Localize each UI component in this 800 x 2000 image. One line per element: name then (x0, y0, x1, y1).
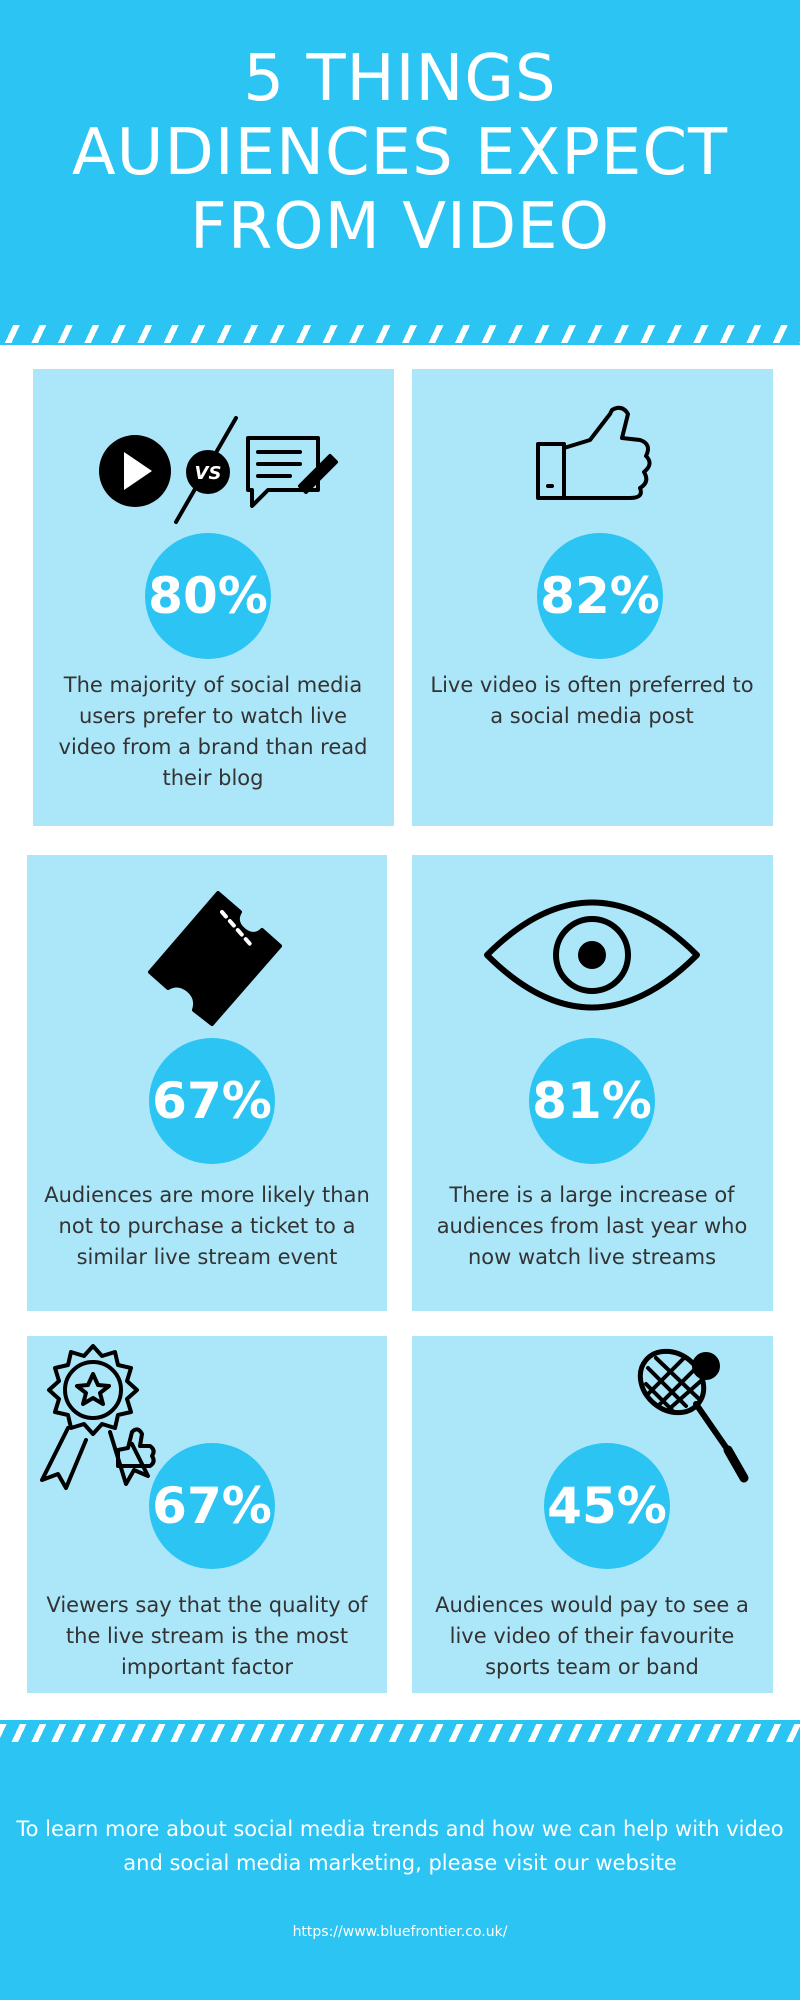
thumbs-up-icon (536, 405, 652, 500)
title-line: AUDIENCES EXPECT (71, 116, 729, 190)
tennis-racket-icon (637, 1348, 749, 1483)
eye-icon-part (578, 941, 606, 969)
video-vs-blog-icon-part (186, 450, 230, 494)
footer-band (0, 1720, 800, 2000)
footer-stripe (0, 1724, 800, 1742)
card-text: Audiences are more likely than not to pu… (44, 1183, 370, 1269)
title-line: FROM VIDEO (190, 190, 610, 264)
video-vs-blog-icon-part (246, 436, 320, 508)
award-badge-icon-part (116, 1427, 156, 1468)
eye-icon-part (553, 916, 631, 994)
card-text: There is a large increase of audiences f… (436, 1183, 748, 1269)
ticket-icon-part (220, 910, 252, 946)
card-text: Audiences would pay to see a live video … (435, 1593, 749, 1679)
vs-label: VS (195, 463, 222, 484)
video-vs-blog-icon-part (124, 452, 152, 490)
ticket-icon (148, 891, 282, 1026)
tennis-racket-icon-part (692, 1352, 720, 1380)
footer-text: To learn more about social media trends … (16, 1817, 784, 1875)
card-text: Viewers say that the quality of the live… (46, 1593, 368, 1679)
ticket-icon-part (148, 891, 282, 1026)
thumbs-up-icon-part (562, 405, 652, 500)
stat: 80% (145, 533, 271, 659)
tennis-racket-icon-part (723, 1445, 749, 1483)
header-stripe (0, 325, 800, 343)
thumbs-up-icon-part (536, 442, 566, 500)
card-text: Live video is often preferred to a socia… (430, 673, 754, 728)
footer-url[interactable]: https://www.bluefrontier.co.uk/ (292, 1924, 508, 1940)
card-text: The majority of social media users prefe… (58, 673, 368, 790)
award-badge-icon (40, 1344, 156, 1490)
award-badge-icon-part (40, 1426, 88, 1490)
tennis-racket-icon-part (644, 1356, 704, 1412)
stat: 67% (149, 1038, 275, 1164)
award-badge-icon-part (47, 1344, 139, 1436)
eye-icon-part (484, 899, 700, 1011)
eye-icon (484, 899, 700, 1011)
award-badge-icon-part (63, 1360, 123, 1420)
stat: 81% (529, 1038, 655, 1164)
video-vs-blog-icon: VS (99, 416, 338, 524)
award-badge-icon-part (75, 1372, 111, 1406)
stat: 82% (537, 533, 663, 659)
stat: 45% (544, 1443, 670, 1569)
title-line: 5 THINGS (243, 42, 557, 116)
header-band (0, 0, 800, 345)
stat: 67% (149, 1443, 275, 1569)
video-vs-blog-icon-part (298, 454, 338, 494)
